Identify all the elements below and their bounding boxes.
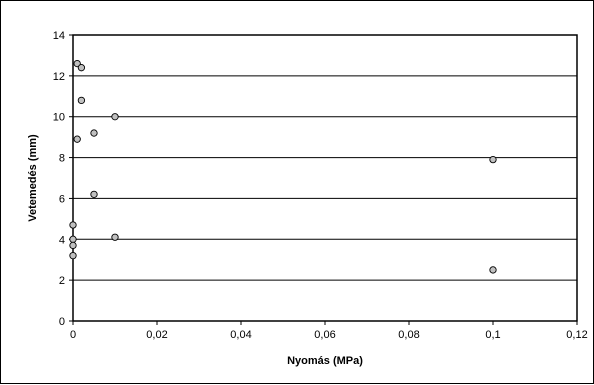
x-tick-label: 0,1	[485, 329, 500, 341]
y-tick-label: 2	[59, 275, 65, 287]
data-point	[77, 64, 86, 72]
plot-area	[72, 34, 578, 322]
y-tick-label: 0	[59, 316, 65, 328]
data-point	[489, 266, 497, 274]
x-tick-label: 0,08	[398, 329, 419, 341]
data-point	[489, 155, 497, 164]
data-point	[69, 235, 77, 243]
data-point	[69, 251, 77, 260]
x-tick-label: 0,02	[146, 329, 167, 341]
x-tick-label: 0,12	[566, 329, 587, 341]
data-point	[111, 233, 119, 241]
y-tick-label: 6	[59, 193, 65, 205]
data-point	[69, 221, 77, 229]
y-axis-title: Vetemedés (mm)	[27, 134, 39, 222]
data-point	[69, 241, 77, 250]
data-points	[69, 59, 497, 274]
x-tick-label: 0,06	[314, 329, 335, 341]
gridlines	[73, 34, 577, 281]
y-tick-label: 14	[53, 30, 65, 42]
x-axis-title: Nyomás (MPa)	[287, 355, 363, 367]
y-tick-label: 12	[53, 71, 65, 83]
y-tick-label: 8	[59, 153, 65, 165]
y-tick-label: 10	[53, 112, 65, 124]
data-point	[90, 190, 98, 198]
x-tick-label: 0,04	[230, 329, 251, 341]
data-point	[77, 96, 86, 105]
data-point	[90, 129, 98, 137]
x-tick-labels: 0 0,02 0,04 0,06 0,08 0,1 0,12	[70, 329, 588, 341]
y-tick-label: 4	[59, 234, 65, 246]
data-point	[73, 135, 81, 143]
data-point	[111, 113, 119, 121]
axis-ticks	[69, 34, 578, 325]
x-tick-label: 0	[70, 329, 76, 341]
y-tick-labels: 0 2 4 6 8 10 12 14	[53, 30, 65, 328]
